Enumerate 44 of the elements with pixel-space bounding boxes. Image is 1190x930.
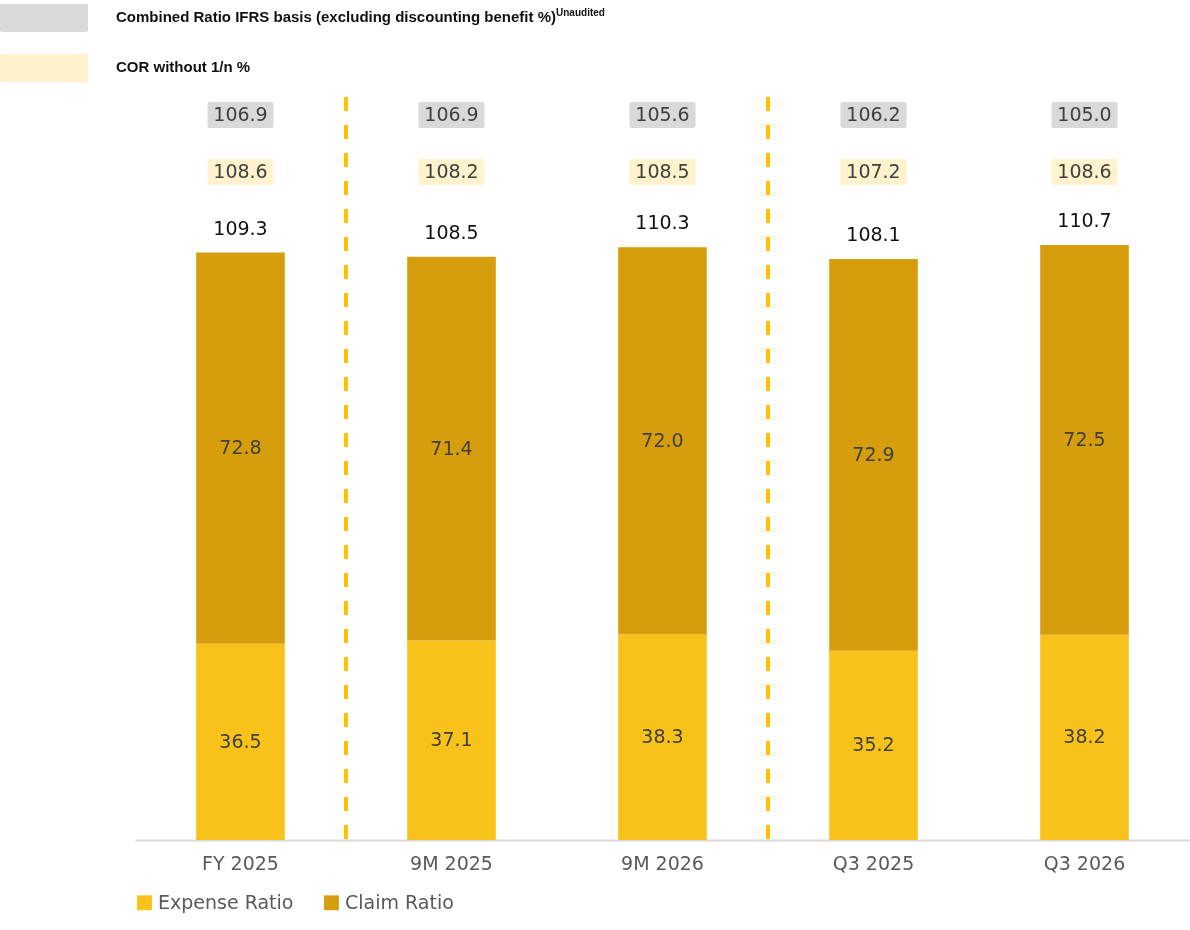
- bar: [196, 252, 285, 644]
- total-label: 109.3: [213, 216, 268, 239]
- total-label: 110.7: [1057, 209, 1112, 231]
- data-label: 72.9: [852, 442, 895, 465]
- data-label: 72.8: [219, 436, 262, 459]
- data-label: 38.3: [641, 725, 684, 748]
- text: Combined Ratio IFRS basis (excluding discounting benefit %)$^{Unaudited}$: [116, 6, 605, 25]
- x-tick-label: Q3 2025: [832, 851, 915, 874]
- text: 107.2: [846, 160, 901, 182]
- data-label: 38.2: [1063, 725, 1106, 748]
- text: 105.0: [1057, 103, 1112, 125]
- text: 105.6: [635, 103, 690, 125]
- text: COR without 1/n %: [116, 57, 251, 75]
- text: 108.6: [213, 160, 268, 182]
- text: 106.2: [846, 103, 901, 125]
- text: 108.5: [635, 160, 690, 182]
- data-label: 35.2: [852, 733, 895, 756]
- data-label: 72.0: [641, 428, 684, 451]
- total-label: 108.1: [846, 222, 901, 245]
- legend-label: Claim Ratio: [345, 890, 454, 913]
- bar: [196, 643, 285, 840]
- bar: [1040, 634, 1129, 840]
- bar: [618, 634, 707, 840]
- bar: [618, 247, 707, 635]
- bar: [829, 650, 918, 840]
- total-label: 108.5: [424, 220, 479, 243]
- data-label: 36.5: [219, 729, 262, 752]
- text: 106.9: [424, 103, 479, 125]
- text: 108.2: [424, 160, 479, 182]
- bar: [407, 640, 496, 840]
- data-label: 71.4: [430, 436, 473, 459]
- data-label: 37.1: [430, 728, 473, 751]
- x-tick-label: 9M 2025: [410, 851, 493, 874]
- bar: [407, 256, 496, 641]
- total-label: 110.3: [635, 211, 690, 234]
- data-label: 72.5: [1063, 427, 1106, 450]
- text: 106.9: [213, 103, 268, 125]
- legend-label: Expense Ratio: [158, 890, 294, 913]
- bar: [1040, 245, 1129, 635]
- text: 108.6: [1057, 160, 1112, 182]
- bar: [829, 258, 918, 651]
- x-tick-label: FY 2025: [202, 851, 279, 874]
- x-tick-label: Q3 2026: [1043, 851, 1126, 874]
- x-tick-label: 9M 2026: [621, 851, 704, 874]
